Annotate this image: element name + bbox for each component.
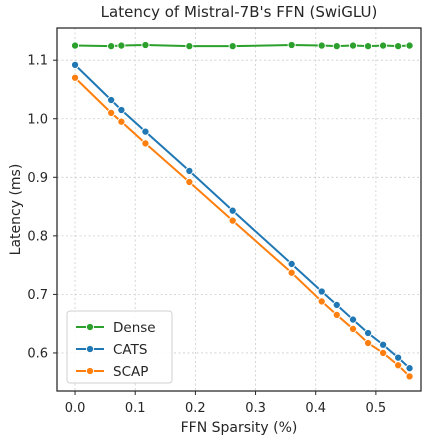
data-point-cats — [185, 166, 194, 175]
y-tick-label: 0.9 — [27, 171, 48, 186]
data-point-dense — [228, 42, 237, 51]
data-point-scap — [405, 372, 414, 381]
data-point-cats — [117, 105, 126, 115]
ticks: 0.0 0.1 0.2 0.3 0.4 0.5 0.6 0.7 0.8 0.9 1.0 1.1 — [27, 54, 386, 416]
x-axis-label: FFN Sparsity (%) — [181, 420, 298, 436]
x-tick-label: 0.1 — [125, 401, 146, 416]
data-point-dense — [348, 41, 358, 50]
y-tick-label: 0.8 — [27, 229, 48, 244]
chart-title: Latency of Mistral-7B's FFN (SwiGLU) — [101, 3, 378, 21]
data-point-dense — [317, 41, 326, 50]
y-axis-label: Latency (ms) — [8, 164, 24, 256]
data-point-scap — [185, 177, 194, 187]
data-point-dense — [364, 42, 373, 51]
data-point-cats — [228, 206, 237, 215]
data-point-scap — [287, 268, 296, 277]
y-tick-label: 1.0 — [27, 112, 48, 127]
data-point-cats — [332, 300, 341, 309]
data-point-cats — [287, 259, 296, 269]
y-tick-label: 1.1 — [27, 54, 48, 69]
x-tick-label: 0.4 — [305, 401, 326, 416]
series-scap — [70, 73, 414, 381]
plot-frame — [56, 27, 422, 392]
data-point-scap — [107, 108, 116, 117]
data-point-dense — [394, 42, 403, 51]
data-point-scap — [70, 73, 80, 82]
series-dense — [70, 40, 414, 51]
x-tick-label: 0.2 — [185, 401, 206, 416]
data-point-dense — [405, 41, 414, 50]
y-tick-label: 0.6 — [27, 346, 48, 361]
data-point-scap — [117, 117, 126, 126]
legend-label: SCAP — [113, 364, 148, 380]
data-point-dense — [117, 41, 126, 50]
legend-label: CATS — [113, 342, 147, 358]
grid — [57, 28, 421, 391]
data-point-dense — [287, 40, 296, 50]
data-point-scap — [348, 324, 358, 333]
series-layer — [70, 40, 414, 381]
legend-label: Dense — [113, 320, 156, 336]
data-point-scap — [332, 310, 341, 319]
legend-swatch-marker — [85, 344, 95, 354]
data-point-cats — [141, 127, 150, 136]
legend-item-scap: SCAP — [76, 364, 148, 380]
data-point-scap — [394, 361, 403, 370]
data-point-dense — [107, 42, 116, 51]
series-cats — [70, 60, 414, 373]
x-tick-label: 0.0 — [65, 401, 86, 416]
data-point-dense — [70, 41, 80, 50]
x-tick-label: 0.5 — [366, 401, 387, 416]
data-point-dense — [185, 42, 194, 51]
legend-item-cats: CATS — [76, 342, 147, 358]
x-tick-label: 0.3 — [245, 401, 266, 416]
data-point-cats — [317, 287, 326, 296]
data-point-scap — [317, 297, 326, 306]
data-point-dense — [332, 42, 341, 51]
data-point-cats — [107, 95, 116, 105]
data-point-scap — [141, 139, 150, 148]
data-point-scap — [228, 216, 237, 225]
data-point-dense — [141, 40, 150, 50]
data-point-scap — [379, 348, 388, 357]
data-point-scap — [364, 338, 373, 348]
y-tick-label: 0.7 — [27, 288, 48, 303]
data-point-cats — [379, 340, 388, 349]
legend-swatch-marker — [85, 366, 95, 376]
data-point-cats — [364, 328, 373, 338]
data-point-cats — [348, 315, 358, 324]
legend-item-dense: Dense — [76, 320, 156, 336]
data-point-cats — [405, 364, 414, 373]
data-point-dense — [379, 41, 388, 50]
data-point-cats — [394, 353, 403, 362]
data-point-cats — [70, 60, 80, 69]
legend-swatch-marker — [85, 322, 95, 332]
legend: Dense CATS SCAP — [66, 310, 173, 384]
